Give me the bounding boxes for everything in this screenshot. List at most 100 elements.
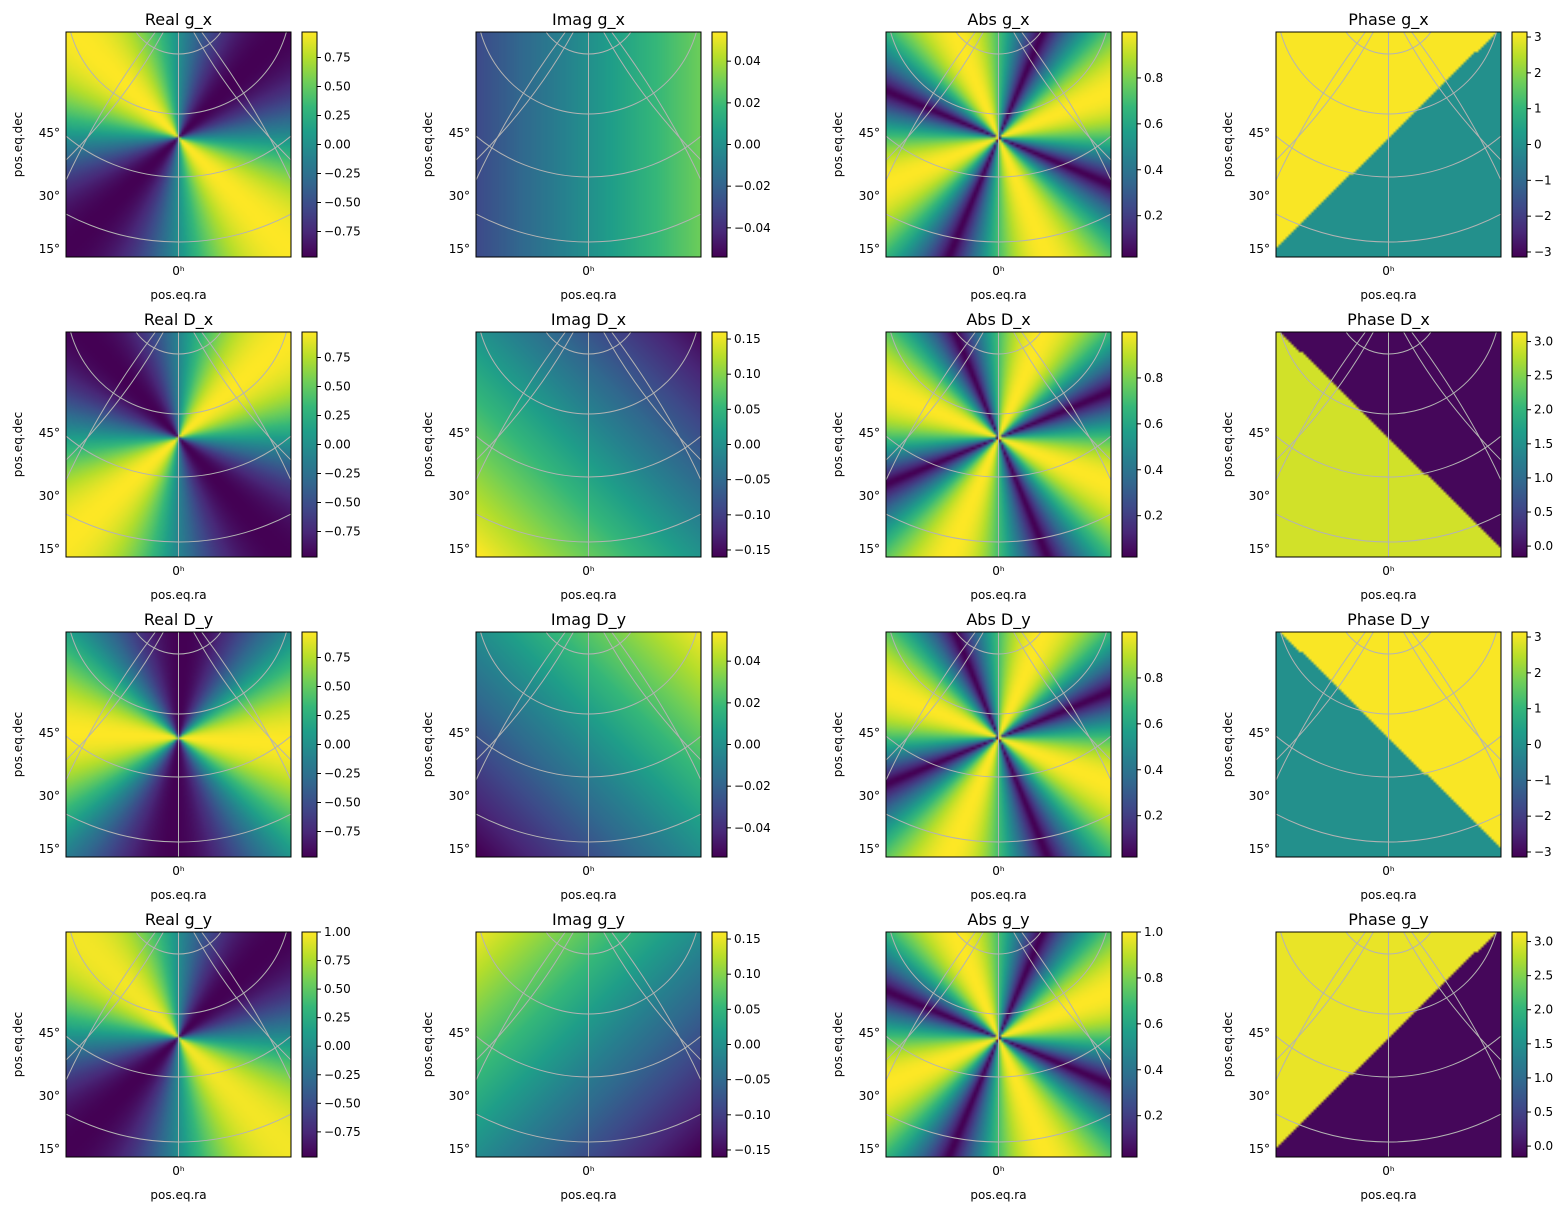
x-axis-label: pos.eq.ra [150, 888, 206, 902]
y-tick-label: 45° [39, 126, 60, 140]
colorbar [1512, 932, 1527, 1157]
x-axis-label: pos.eq.ra [150, 288, 206, 302]
colorbar-tick-label: 0.50 [324, 380, 351, 394]
y-tick-label: 15° [39, 842, 60, 856]
colorbar-tick-label: 0.50 [324, 982, 351, 996]
y-axis-label: pos.eq.dec [421, 412, 435, 477]
x-axis-label: pos.eq.ra [970, 1188, 1026, 1202]
colorbar-tick-label: −2 [1534, 209, 1552, 223]
colorbar [1122, 332, 1137, 557]
y-tick-label: 30° [39, 1089, 60, 1103]
colorbar-tick-label: 3.0 [1534, 335, 1553, 349]
colorbar-tick-label: −0.05 [734, 473, 771, 487]
y-tick-label: 30° [449, 189, 470, 203]
colorbar-tick-label: −0.10 [734, 508, 771, 522]
colorbar [712, 632, 727, 857]
y-tick-label: 30° [449, 789, 470, 803]
panel-title: Abs D_y [966, 610, 1030, 630]
colorbar-tick-label: −0.75 [324, 1125, 361, 1139]
y-tick-label: 30° [39, 789, 60, 803]
colorbar-tick-label: −0.02 [734, 179, 771, 193]
panel-title: Abs g_y [967, 910, 1029, 930]
panel-imag-g-x: Imag g_x45°30°15°0ʰpos.eq.rapos.eq.dec0.… [289, 0, 889, 302]
x-axis-label: pos.eq.ra [1360, 288, 1416, 302]
y-tick-label: 30° [1249, 789, 1270, 803]
y-tick-label: 30° [449, 489, 470, 503]
y-axis-label: pos.eq.dec [421, 1012, 435, 1077]
colorbar-tick-label: 0.8 [1144, 971, 1163, 985]
colorbar-tick-label: 0.75 [324, 351, 351, 365]
colorbar-tick-label: 0.05 [734, 402, 761, 416]
y-axis-label: pos.eq.dec [1221, 712, 1235, 777]
y-tick-label: 15° [449, 542, 470, 556]
colorbar-tick-label: 1.5 [1534, 437, 1553, 451]
colorbar-tick-label: 2.5 [1534, 369, 1553, 383]
colorbar-tick-label: −0.10 [734, 1108, 771, 1122]
colorbar-tick-label: 0.04 [734, 654, 761, 668]
colorbar-tick-label: 1.0 [1144, 925, 1163, 939]
colorbar-tick-label: 0.6 [1144, 117, 1163, 131]
y-tick-label: 30° [1249, 489, 1270, 503]
colorbar-tick-label: 0.2 [1144, 1109, 1163, 1123]
y-tick-label: 30° [39, 189, 60, 203]
colorbar-tick-label: −0.15 [734, 1143, 771, 1157]
colorbar [1512, 32, 1527, 257]
colorbar-tick-label: −0.04 [734, 221, 771, 235]
y-tick-label: 15° [449, 1142, 470, 1156]
colorbar-tick-label: 0.00 [734, 438, 761, 452]
colorbar [712, 332, 727, 557]
colorbar-tick-label: −1 [1534, 173, 1552, 187]
colorbar-tick-label: 0.50 [324, 680, 351, 694]
x-tick-label: 0ʰ [992, 1164, 1005, 1178]
colorbar [1122, 932, 1137, 1157]
y-tick-label: 45° [449, 126, 470, 140]
x-tick-label: 0ʰ [992, 264, 1005, 278]
colorbar-tick-label: 0.2 [1144, 509, 1163, 523]
colorbar-tick-label: −0.05 [734, 1073, 771, 1087]
x-tick-label: 0ʰ [1382, 864, 1395, 878]
y-axis-label: pos.eq.dec [11, 112, 25, 177]
panel-title: Imag D_y [551, 610, 626, 630]
y-tick-label: 30° [1249, 1089, 1270, 1103]
x-axis-label: pos.eq.ra [970, 888, 1026, 902]
colorbar-tick-label: 0.8 [1144, 71, 1163, 85]
colorbar [712, 32, 727, 257]
colorbar [1122, 32, 1137, 257]
colorbar-tick-label: 0.4 [1144, 1063, 1163, 1077]
panel-title: Phase g_x [1348, 10, 1428, 30]
colorbar-tick-label: 2.0 [1534, 1003, 1553, 1017]
x-tick-label: 0ʰ [582, 864, 595, 878]
y-tick-label: 30° [859, 789, 880, 803]
x-tick-label: 0ʰ [1382, 564, 1395, 578]
colorbar-tick-label: 0 [1534, 138, 1542, 152]
colorbar [302, 632, 317, 857]
colorbar [302, 32, 317, 257]
colorbar-tick-label: 0.8 [1144, 371, 1163, 385]
y-tick-label: 45° [39, 726, 60, 740]
panel-title: Phase D_x [1347, 310, 1430, 330]
colorbar-tick-label: 0.00 [324, 438, 351, 452]
y-axis-label: pos.eq.dec [831, 1012, 845, 1077]
colorbar [302, 932, 317, 1157]
y-tick-label: 45° [449, 1026, 470, 1040]
y-tick-label: 15° [859, 542, 880, 556]
x-axis-label: pos.eq.ra [1360, 588, 1416, 602]
y-tick-label: 45° [449, 726, 470, 740]
y-tick-label: 15° [39, 1142, 60, 1156]
y-tick-label: 45° [859, 1026, 880, 1040]
y-axis-label: pos.eq.dec [421, 712, 435, 777]
panel-title: Abs D_x [966, 310, 1030, 330]
y-tick-label: 30° [449, 1089, 470, 1103]
colorbar-tick-label: −3 [1534, 245, 1552, 259]
colorbar-tick-label: −0.50 [324, 1096, 361, 1110]
colorbar-tick-label: 3 [1534, 30, 1542, 44]
y-axis-label: pos.eq.dec [831, 112, 845, 177]
colorbar-tick-label: −0.15 [734, 543, 771, 557]
colorbar [1512, 632, 1527, 857]
x-tick-label: 0ʰ [582, 264, 595, 278]
x-tick-label: 0ʰ [992, 864, 1005, 878]
colorbar-tick-label: 3 [1534, 630, 1542, 644]
colorbar-tick-label: 0.00 [324, 738, 351, 752]
y-tick-label: 15° [39, 242, 60, 256]
